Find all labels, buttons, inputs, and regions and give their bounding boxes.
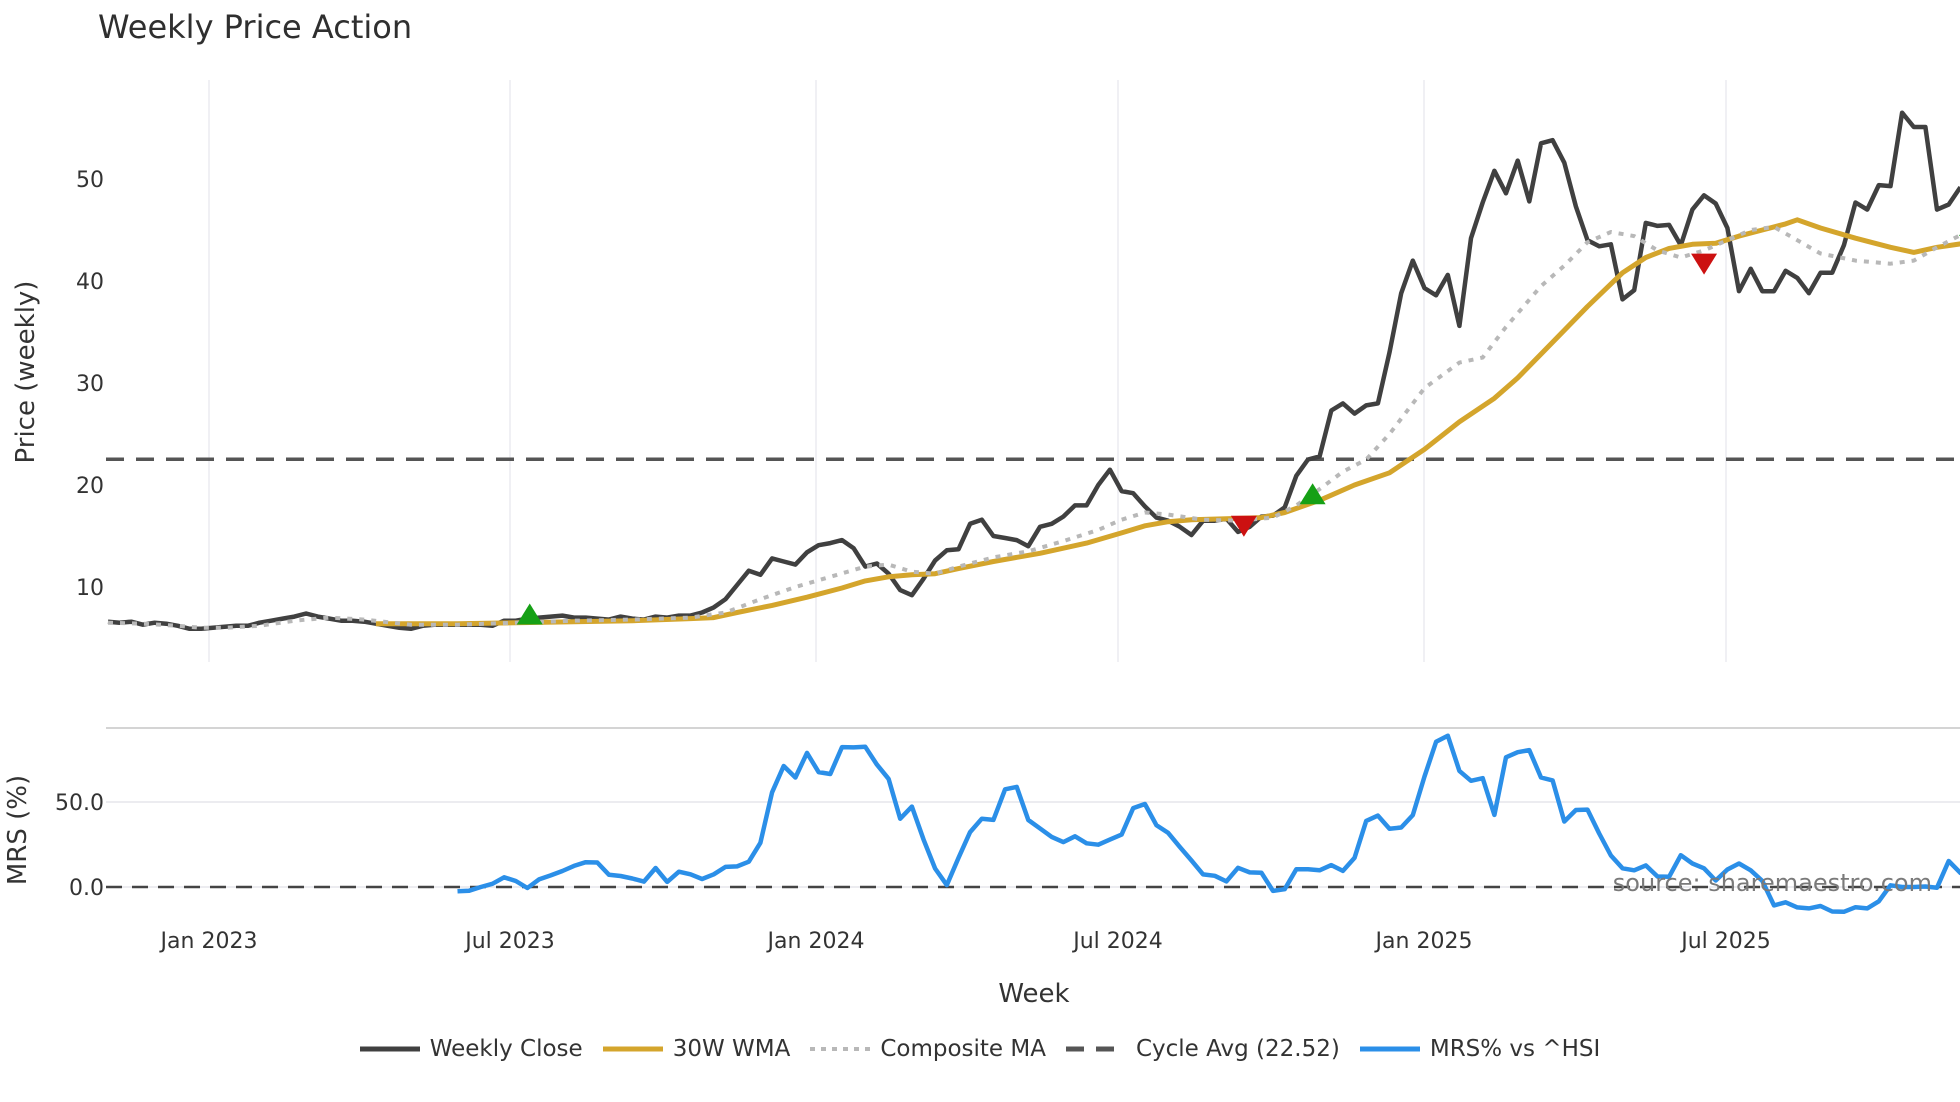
legend-item-wma[interactable]: 30W WMA [602, 1036, 791, 1062]
x-axis-ticks: Jan 2023 Jul 2023 Jan 2024 Jul 2024 Jan 2025… [159, 929, 1771, 954]
legend-label: Cycle Avg (22.52) [1135, 1036, 1340, 1062]
x-tick-label: Jan 2025 [1374, 929, 1473, 954]
mrs-y-ticks: 0.0 50.0 [55, 791, 104, 901]
mrs-line [457, 733, 1960, 915]
sell-signal-triangle-icon [1691, 253, 1718, 275]
legend-item-composite[interactable]: Composite MA [810, 1036, 1046, 1062]
buy-signal-triangle-icon [1299, 483, 1326, 505]
legend-item-close[interactable]: Weekly Close [359, 1036, 583, 1062]
legend-label: 30W WMA [672, 1036, 791, 1062]
legend: Weekly Close 30W WMA Composite MA Cycle Avg… [0, 1036, 1960, 1062]
price-tick-label: 40 [76, 270, 104, 295]
price-series [106, 110, 1960, 632]
cycle-swatch-icon [1065, 1043, 1126, 1055]
close-swatch-icon [359, 1043, 420, 1055]
price-tick-label: 10 [76, 576, 104, 601]
mrs-tick-label: 50.0 [55, 791, 104, 816]
wma-swatch-icon [602, 1043, 663, 1055]
price-tick-label: 50 [76, 168, 104, 193]
composite-swatch-icon [810, 1043, 871, 1055]
price-tick-label: 30 [76, 372, 104, 397]
mrs-y-axis-title: MRS (%) [3, 775, 33, 885]
x-tick-label: Jan 2023 [159, 929, 258, 954]
price-y-axis-title: Price (weekly) [11, 281, 41, 464]
legend-label: Composite MA [880, 1036, 1046, 1062]
price-tick-label: 20 [76, 474, 104, 499]
mrs-swatch-icon [1359, 1043, 1420, 1055]
weekly-close-line [107, 110, 1960, 632]
source-note: source: sharemaestro.com [1613, 869, 1932, 897]
composite-ma-line [107, 224, 1960, 630]
sell-signal-triangle-icon [1230, 515, 1257, 537]
x-axis-title: Week [998, 979, 1069, 1009]
x-tick-label: Jul 2024 [1071, 929, 1163, 954]
price-grid [208, 80, 1727, 662]
legend-label: MRS% vs ^HSI [1429, 1036, 1601, 1062]
legend-item-cycle[interactable]: Cycle Avg (22.52) [1065, 1036, 1340, 1062]
chart-title: Weekly Price Action [98, 8, 413, 46]
mrs-tick-label: 0.0 [69, 876, 104, 901]
mrs-series [106, 733, 1960, 915]
wma-line [375, 217, 1960, 627]
signal-markers [516, 234, 1960, 625]
x-tick-label: Jul 2025 [1679, 929, 1771, 954]
x-tick-label: Jan 2024 [766, 929, 865, 954]
buy-signal-triangle-icon [516, 603, 543, 625]
x-tick-label: Jul 2023 [463, 929, 555, 954]
legend-label: Weekly Close [429, 1036, 583, 1062]
legend-item-mrs[interactable]: MRS% vs ^HSI [1359, 1036, 1601, 1062]
price-y-ticks: 10 20 30 40 50 [76, 168, 104, 601]
